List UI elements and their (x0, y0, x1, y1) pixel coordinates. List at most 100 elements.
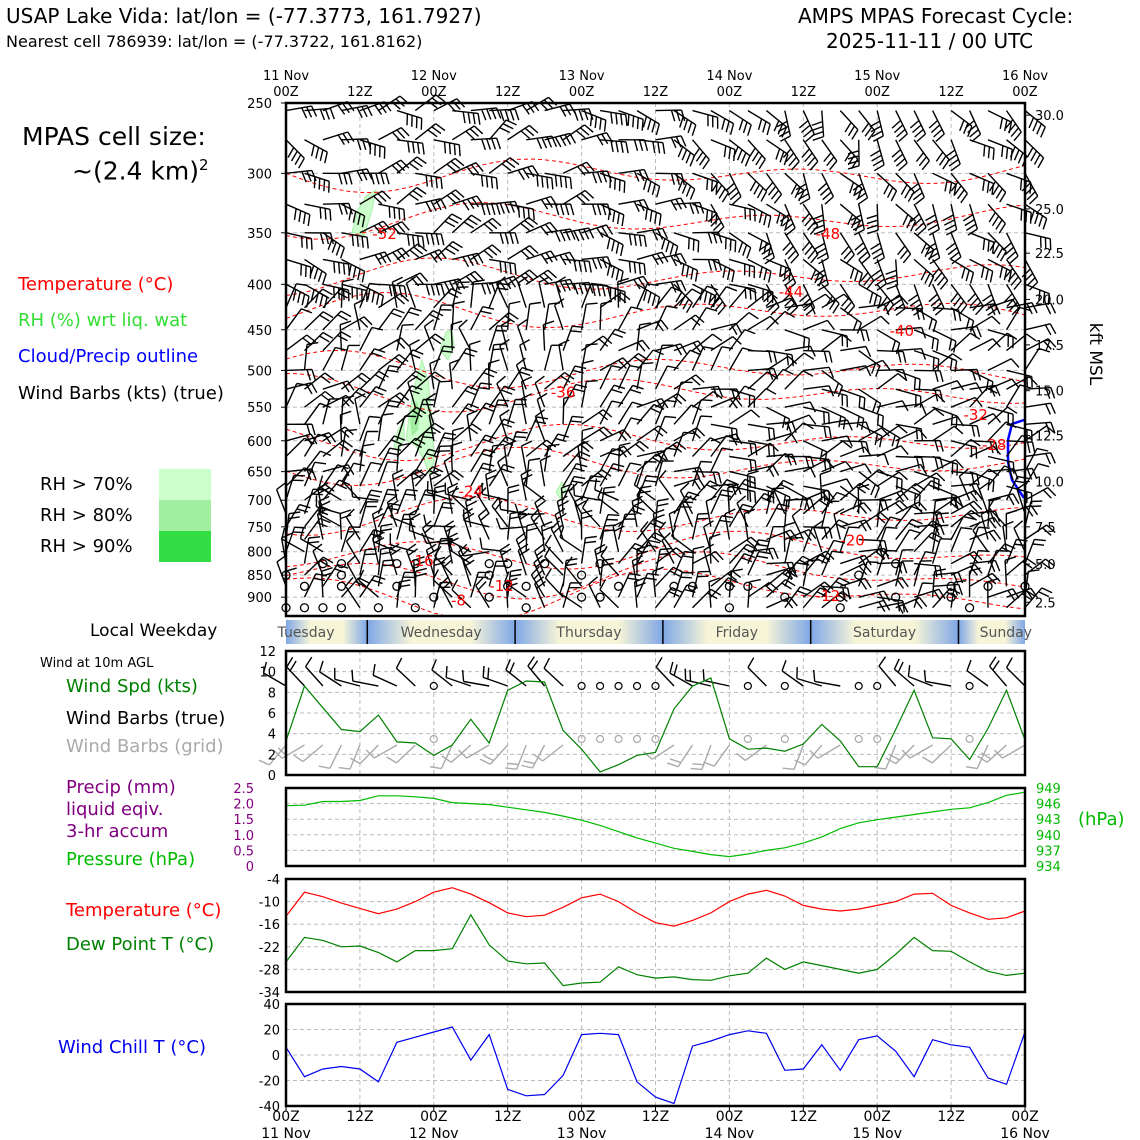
sfc-wind-barb (482, 665, 508, 687)
wind-barb (588, 576, 601, 609)
wind-barb (489, 258, 517, 276)
wind-barb (1006, 302, 1038, 315)
calm-wind-circle (318, 558, 328, 569)
wind-barb (580, 282, 603, 308)
wind-barb (359, 190, 391, 205)
wind-barb (950, 440, 978, 459)
wind-barb (784, 422, 814, 442)
wind-barb (562, 415, 584, 442)
wind-barb (581, 497, 601, 528)
wind-barb (847, 139, 860, 170)
calm-wind-circle (484, 558, 494, 569)
xsec-top-date-label: 12 Nov (411, 69, 457, 84)
wind-barb (353, 298, 365, 330)
wind-barb (507, 216, 539, 234)
wind-barb (950, 580, 967, 608)
wind-barb (304, 139, 328, 164)
wind-barb (359, 443, 375, 472)
wind-barb (636, 460, 657, 487)
wind-barb (414, 431, 436, 457)
wind-barb (876, 445, 909, 458)
wind-barb (932, 353, 963, 371)
wind-barb (341, 258, 366, 283)
wind-barb (725, 172, 742, 205)
wind-barb (802, 559, 820, 587)
wind-barb (377, 435, 406, 457)
wind-barb (950, 438, 981, 458)
wind-barb (433, 157, 465, 174)
wind-barb (746, 470, 759, 501)
wind-barb (636, 485, 656, 515)
wind-barb (599, 328, 626, 352)
wind-barb (673, 404, 702, 425)
grid-wind-barb (666, 744, 694, 768)
wind-barb (617, 572, 641, 598)
wind-barb (559, 582, 582, 609)
sfc-wind-barb (445, 666, 472, 687)
wind-barb (910, 203, 927, 236)
wind-barb (285, 283, 310, 308)
wind-barb (563, 258, 592, 273)
bottom-time-label: 12Z (346, 1109, 373, 1125)
wind-speed-line (285, 677, 1026, 773)
wind-barb (812, 520, 824, 552)
wind-barb (895, 307, 925, 321)
wind-barb (341, 104, 373, 119)
wind-barb (987, 139, 1013, 161)
wind-barb (913, 393, 946, 408)
wind-barb (987, 497, 1001, 527)
wind-barb (655, 343, 688, 356)
wind-barb (304, 331, 334, 352)
temperature-contour (285, 158, 1026, 194)
wind-barb (479, 537, 508, 553)
grid-wind-barb (977, 744, 1007, 763)
wind-barb (562, 475, 586, 501)
wind-barb (448, 538, 472, 565)
wind-barb (359, 101, 392, 115)
temperature-contour-label: -44 (779, 283, 804, 301)
wind-barb (895, 203, 917, 232)
temperature-contour-label: -20 (840, 531, 865, 549)
wind-barb (840, 502, 872, 515)
wind-barb (599, 579, 619, 609)
wind-barb (840, 345, 872, 358)
wind-barb (728, 287, 757, 309)
wind-barb (1005, 384, 1032, 408)
temp-tick: -28 (259, 963, 280, 978)
xsec-pressure-tick: 450 (247, 324, 272, 339)
wind-barb (747, 387, 777, 408)
wind-barb (525, 195, 558, 210)
wind-barb (821, 500, 840, 527)
wind-barb (969, 445, 1002, 458)
wind-barb (913, 232, 935, 261)
wind-barb (1005, 509, 1018, 540)
xsec-top-time-label: 00Z (273, 85, 299, 100)
wind-barb (322, 398, 341, 425)
weekday-label: Sunday (980, 625, 1032, 641)
grid-wind-barb (458, 744, 490, 759)
wind-barb (530, 566, 546, 598)
wind-barb (710, 258, 735, 283)
sfc-wind-barb (796, 667, 823, 687)
wind-barb (359, 415, 381, 442)
wind-barb (1006, 485, 1033, 505)
xsec-top-date-label: 13 Nov (559, 69, 605, 84)
precip-tick: 2.0 (233, 798, 254, 813)
wind-barb (729, 283, 757, 301)
wind-barb (599, 357, 632, 372)
wind-barb (359, 139, 386, 159)
calm-wind-circle (484, 592, 494, 602)
xsec-top-time-label: 00Z (864, 85, 890, 100)
wind-barb (987, 203, 1006, 234)
wind-barb (636, 545, 649, 576)
wind-barb (710, 447, 734, 472)
wind-barb (987, 406, 1014, 426)
wind-barb (876, 470, 903, 491)
wind-barb (618, 139, 649, 151)
rh-shading-core (410, 400, 420, 436)
wind-barb (1024, 402, 1056, 415)
sfc-wind-barb (1005, 657, 1026, 687)
wind-barb (803, 349, 833, 363)
wind-barb (396, 156, 427, 174)
wind-barb (840, 463, 872, 474)
